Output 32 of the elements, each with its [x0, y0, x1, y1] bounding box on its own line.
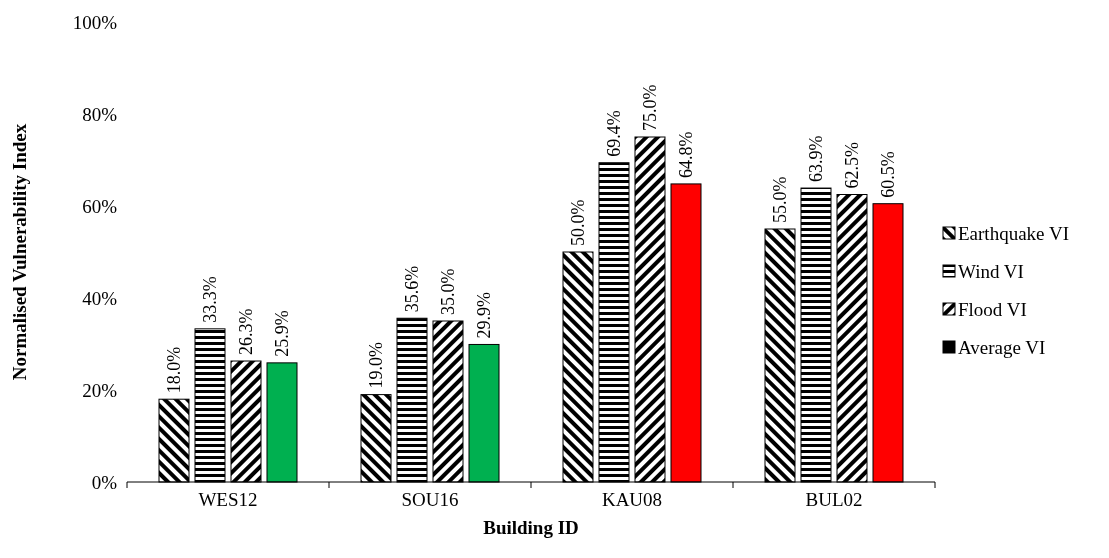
data-label: 69.4%	[604, 110, 624, 157]
data-label: 75.0%	[640, 84, 660, 131]
data-label: 18.0%	[164, 346, 184, 394]
legend-label: Flood VI	[958, 298, 1027, 320]
x-tick-label: BUL02	[805, 489, 863, 510]
x-axis-title: Building ID	[483, 517, 579, 538]
data-label: 50.0%	[568, 199, 588, 246]
data-label: 63.9%	[806, 135, 826, 183]
y-axis-title: Normalised Vulnerability Index	[9, 123, 30, 381]
data-label: 33.3%	[200, 276, 220, 323]
y-tick-label: 40%	[82, 287, 118, 309]
x-tick-label: SOU16	[401, 489, 459, 510]
x-tick-label: WES12	[198, 489, 258, 510]
data-label: 19.0%	[366, 342, 386, 389]
legend-label: Earthquake VI	[958, 222, 1069, 244]
data-label: 29.9%	[474, 291, 494, 339]
data-label: 26.3%	[236, 308, 256, 356]
data-label: 62.5%	[842, 142, 862, 189]
data-label: 60.5%	[878, 151, 898, 198]
data-label: 25.9%	[272, 310, 292, 357]
y-tick-label: 60%	[82, 195, 118, 217]
x-tick-label: KAU08	[601, 489, 663, 510]
y-tick-label: 80%	[82, 103, 118, 125]
y-tick-label: 0%	[91, 471, 118, 493]
y-tick-label: 100%	[72, 11, 118, 33]
text: Average VI	[958, 336, 1046, 358]
data-label: 35.6%	[402, 265, 422, 313]
data-label: 35.0%	[438, 268, 458, 315]
legend-label: Wind VI	[958, 260, 1024, 282]
data-label: 55.0%	[770, 176, 790, 223]
y-tick-label: 20%	[82, 379, 118, 401]
data-label: 64.8%	[676, 131, 696, 178]
